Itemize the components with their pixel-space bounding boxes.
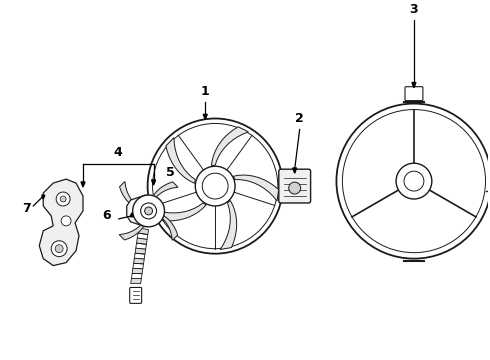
Text: 2: 2 (295, 112, 304, 125)
Polygon shape (150, 182, 178, 202)
Polygon shape (412, 82, 416, 88)
Text: 1: 1 (201, 85, 210, 98)
Circle shape (133, 195, 165, 227)
Text: 4: 4 (114, 146, 122, 159)
Polygon shape (42, 195, 45, 199)
Circle shape (343, 109, 486, 253)
Text: 7: 7 (22, 202, 31, 215)
Polygon shape (127, 195, 146, 227)
Polygon shape (131, 278, 142, 283)
Polygon shape (130, 213, 133, 217)
Polygon shape (234, 175, 279, 201)
Polygon shape (119, 220, 147, 240)
Polygon shape (81, 182, 85, 187)
Circle shape (289, 182, 301, 194)
Polygon shape (203, 114, 207, 120)
Circle shape (56, 192, 70, 206)
Polygon shape (132, 268, 143, 274)
Polygon shape (212, 127, 248, 166)
Polygon shape (166, 138, 196, 183)
Circle shape (337, 104, 490, 258)
Circle shape (396, 163, 432, 199)
Circle shape (196, 166, 235, 206)
Circle shape (61, 216, 71, 226)
Polygon shape (138, 228, 148, 235)
Polygon shape (156, 203, 206, 221)
Polygon shape (39, 179, 83, 266)
Circle shape (55, 245, 63, 253)
Polygon shape (158, 213, 178, 240)
Polygon shape (135, 248, 146, 254)
Polygon shape (151, 180, 155, 185)
Circle shape (141, 203, 156, 219)
Polygon shape (293, 168, 296, 173)
Circle shape (145, 207, 152, 215)
Circle shape (60, 196, 66, 202)
Circle shape (51, 241, 67, 257)
Polygon shape (120, 181, 140, 209)
Polygon shape (137, 238, 147, 244)
Polygon shape (134, 258, 144, 264)
FancyBboxPatch shape (405, 87, 423, 100)
Text: 6: 6 (102, 210, 111, 222)
Circle shape (404, 171, 424, 191)
Polygon shape (220, 201, 237, 249)
Circle shape (202, 173, 228, 199)
FancyBboxPatch shape (279, 169, 311, 203)
FancyBboxPatch shape (130, 287, 142, 303)
Text: 5: 5 (167, 166, 175, 179)
Text: 3: 3 (410, 3, 418, 16)
